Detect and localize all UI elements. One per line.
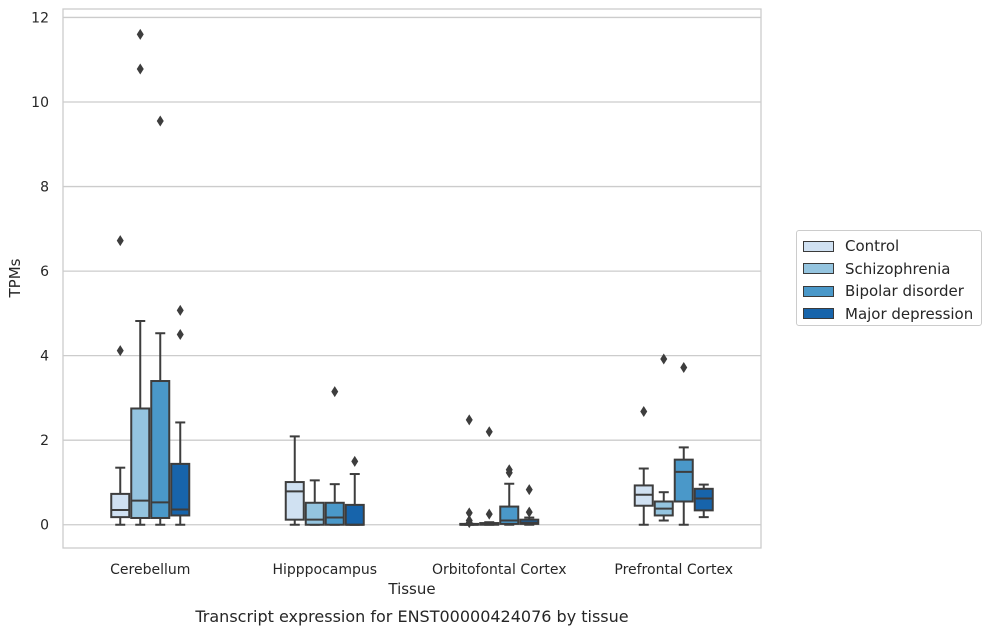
y-tick-label: 10: [31, 95, 49, 111]
y-axis-ticks: 0 2 4 6 8 10 12: [31, 10, 49, 533]
outlier-point: [116, 345, 124, 357]
boxes: [110, 28, 714, 529]
legend-swatch: [803, 308, 834, 320]
x-tick-label: Prefrontal Cortex: [614, 562, 733, 578]
outlier-point: [680, 361, 688, 373]
box-body: [110, 492, 131, 519]
y-tick-label: 0: [40, 518, 49, 534]
outlier-point: [331, 386, 339, 398]
box: [324, 386, 345, 526]
legend: Control Schizophrenia Bipolar disorder M…: [796, 230, 982, 326]
box: [304, 479, 325, 526]
x-tick-label: Hipppocampus: [272, 562, 377, 578]
outlier-point: [176, 304, 184, 316]
box: [110, 235, 131, 526]
box: [170, 304, 191, 526]
box-body: [170, 462, 191, 517]
legend-item-schizophrenia: Schizophrenia: [803, 258, 981, 281]
x-tick-label: Cerebellum: [110, 562, 190, 578]
outlier-point: [525, 506, 533, 518]
box-body: [344, 503, 365, 526]
box: [459, 414, 480, 529]
legend-swatch: [803, 285, 834, 297]
box: [653, 353, 674, 522]
legend-label: Control: [845, 237, 900, 256]
outlier-point: [660, 353, 668, 365]
y-tick-label: 2: [40, 433, 49, 449]
box: [519, 484, 540, 526]
outlier-point: [505, 464, 513, 476]
box-body: [324, 501, 345, 526]
legend-item-major-depression: Major depression: [803, 303, 981, 326]
box-body: [673, 458, 694, 503]
plot-frame: [62, 8, 762, 549]
box: [673, 361, 694, 526]
box-body: [284, 481, 305, 521]
outlier-point: [465, 414, 473, 426]
outlier-point: [640, 405, 648, 417]
outlier-point: [485, 426, 493, 438]
box: [130, 28, 151, 526]
box-body: [304, 501, 325, 526]
box: [344, 455, 365, 526]
box: [693, 483, 714, 519]
outlier-point: [156, 115, 164, 127]
box: [499, 464, 520, 526]
legend-item-bipolar-disorder: Bipolar disorder: [803, 280, 981, 303]
chart-title: Transcript expression for ENST0000042407…: [194, 607, 628, 626]
box: [479, 426, 500, 526]
y-tick-label: 12: [31, 10, 49, 26]
legend-item-control: Control: [803, 235, 981, 258]
box-body: [130, 407, 151, 519]
legend-swatch: [803, 240, 834, 252]
x-axis-label: Tissue: [387, 580, 435, 598]
y-tick-label: 6: [40, 264, 49, 280]
x-tick-label: Orbitofontal Cortex: [432, 562, 567, 578]
outlier-point: [465, 507, 473, 519]
outlier-point: [465, 515, 473, 527]
outlier-point: [116, 235, 124, 247]
box: [633, 405, 654, 526]
x-axis-ticks: Cerebellum Hipppocampus Orbitofontal Corte…: [110, 562, 733, 578]
outlier-point: [136, 28, 144, 40]
outlier-point: [351, 455, 359, 467]
box: [284, 435, 305, 526]
outlier-point: [525, 484, 533, 496]
legend-label: Bipolar disorder: [845, 282, 964, 301]
legend-swatch: [803, 263, 834, 275]
legend-label: Schizophrenia: [845, 259, 951, 278]
legend-label: Major depression: [845, 304, 974, 323]
y-tick-label: 4: [40, 349, 49, 365]
box: [150, 115, 171, 526]
y-axis-label: TPMs: [6, 258, 24, 298]
box-body: [693, 487, 714, 512]
y-tick-label: 8: [40, 180, 49, 196]
outlier-point: [136, 63, 144, 75]
outlier-point: [485, 508, 493, 520]
outlier-point: [176, 329, 184, 341]
box-body: [150, 380, 171, 519]
